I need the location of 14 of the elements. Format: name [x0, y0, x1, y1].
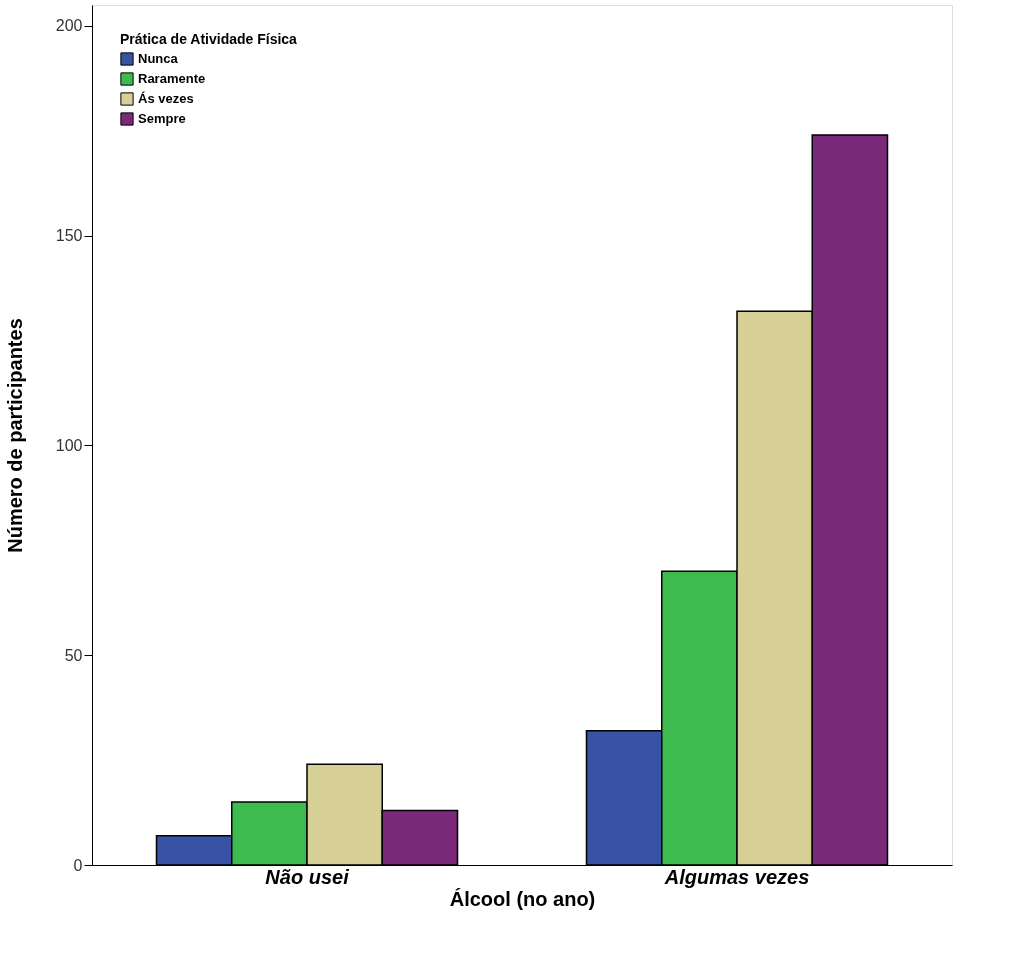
y-tick-label: 100: [55, 436, 83, 454]
y-tick-label: 50: [64, 646, 83, 664]
legend-label: Nunca: [138, 51, 179, 66]
y-tick-label: 0: [73, 856, 83, 874]
y-tick-label: 200: [55, 17, 83, 35]
y-tick-label: 150: [55, 227, 83, 245]
x-tick-label: Algumas vezes: [663, 865, 810, 888]
legend-title: Prática de Atividade Física: [120, 31, 298, 47]
x-axis-title: Álcool (no ano): [449, 887, 596, 910]
y-axis-title: Número de participantes: [3, 318, 26, 553]
legend-label: Sempre: [138, 111, 186, 126]
legend-label: Raramente: [138, 71, 206, 86]
legend-label: Ás vezes: [138, 91, 194, 106]
x-tick-label: Não usei: [265, 865, 350, 888]
